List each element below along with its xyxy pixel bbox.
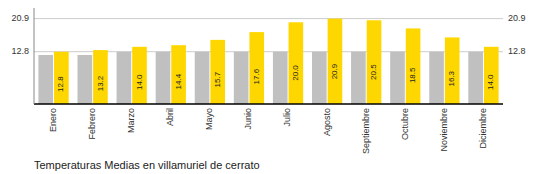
x-tick-label: Julio — [282, 108, 292, 127]
bar — [156, 52, 171, 104]
bar — [351, 52, 366, 104]
x-tick-label: Octubre — [400, 108, 410, 140]
x-tick-label: Mayo — [204, 108, 214, 130]
data-label: 17.6 — [252, 68, 261, 84]
data-label: 18.5 — [408, 67, 417, 83]
data-label: 14.0 — [135, 74, 144, 90]
bar — [234, 52, 249, 104]
bar — [210, 40, 225, 104]
bar — [312, 52, 327, 104]
data-label: 20.0 — [291, 65, 300, 81]
chart-svg: 12.8 12.8 20.9 20.9 12.8 13.2 14.0 14.4 15.7 17.6… — [0, 0, 537, 174]
bar — [445, 37, 460, 104]
bar — [390, 52, 405, 104]
data-label: 13.2 — [96, 75, 105, 91]
x-tick-label: Diciembre — [478, 108, 488, 149]
x-axis-line — [34, 103, 503, 105]
data-label: 14.4 — [174, 73, 183, 89]
bar — [195, 52, 210, 104]
bar — [367, 20, 382, 104]
x-tick-label: Agosto — [322, 108, 332, 136]
bar — [429, 52, 444, 104]
data-label: 16.3 — [447, 70, 456, 86]
grid-line — [34, 18, 503, 19]
y-tick-label: 20.9 — [11, 13, 29, 23]
bar — [117, 52, 132, 104]
bar — [273, 52, 288, 104]
data-label: 20.9 — [330, 63, 339, 79]
bar — [77, 55, 92, 104]
y2-tick-label: 12.8 — [508, 46, 526, 56]
bar — [484, 47, 499, 104]
bar — [249, 32, 264, 104]
y-tick-label: 12.8 — [11, 46, 29, 56]
bar — [406, 28, 421, 104]
bar — [54, 52, 69, 104]
x-tick-label: Marzo — [126, 108, 136, 133]
bar — [468, 52, 483, 104]
x-tick-label: Febrero — [87, 108, 97, 140]
bar — [328, 19, 343, 104]
bar — [289, 22, 304, 104]
x-tick-label: Enero — [48, 108, 58, 132]
x-tick-label: Junio — [243, 108, 253, 130]
data-label: 20.5 — [369, 64, 378, 80]
bar — [171, 45, 186, 104]
chart-container: 12.8 12.8 20.9 20.9 12.8 13.2 14.0 14.4 15.7 17.6… — [0, 0, 537, 174]
data-label: 14.0 — [486, 74, 495, 90]
bars — [38, 19, 498, 104]
bar — [38, 55, 53, 104]
title: Temperaturas Medias en villamuriel de ce… — [34, 159, 260, 171]
x-tick-label: Septiembre — [361, 108, 371, 154]
y2-tick-label: 20.9 — [508, 13, 526, 23]
y-axis-line — [34, 8, 35, 104]
data-label: 15.7 — [213, 71, 222, 87]
x-tick-label: Noviembre — [439, 108, 449, 152]
bar — [132, 47, 147, 104]
bar — [93, 50, 108, 104]
x-tick-label: Abril — [165, 108, 175, 126]
data-label: 12.8 — [56, 76, 65, 92]
